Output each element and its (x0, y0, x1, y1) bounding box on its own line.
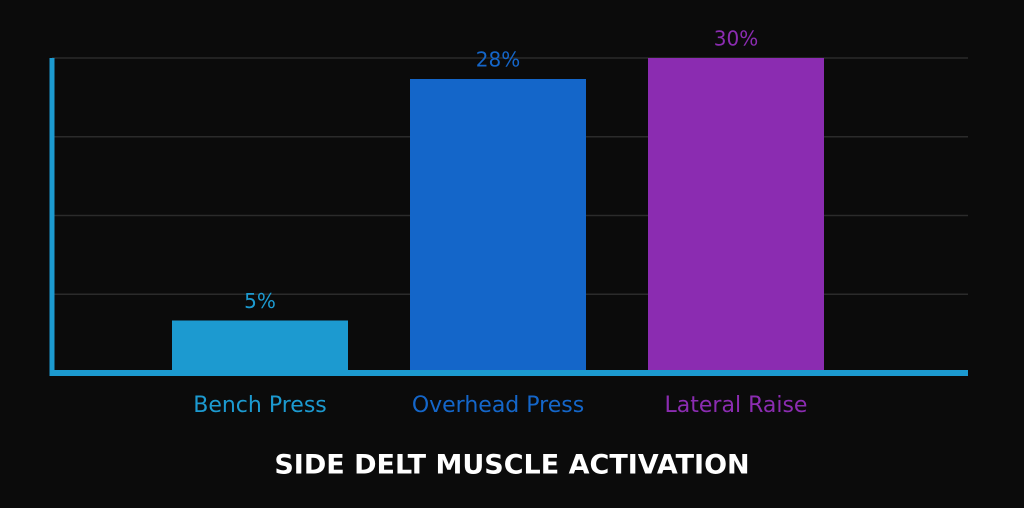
x-tick-label: Overhead Press (412, 393, 584, 418)
bar (172, 320, 348, 373)
value-label: 30% (714, 27, 758, 51)
bar (648, 58, 824, 373)
x-tick-label: Bench Press (193, 393, 327, 418)
value-label: 28% (476, 48, 520, 72)
chart-title: SIDE DELT MUSCLE ACTIVATION (274, 450, 749, 481)
x-tick-label: Lateral Raise (665, 393, 808, 418)
value-label: 5% (244, 289, 276, 313)
bar (410, 79, 586, 373)
